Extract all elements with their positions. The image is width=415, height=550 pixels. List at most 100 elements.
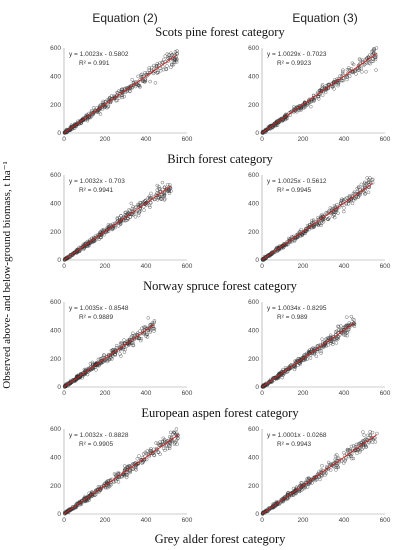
data-point	[125, 216, 130, 221]
data-point	[174, 438, 179, 442]
data-point	[81, 118, 85, 123]
data-point	[362, 181, 367, 186]
data-point	[275, 501, 280, 506]
data-point	[315, 349, 319, 354]
data-point	[109, 483, 113, 487]
data-point	[148, 205, 152, 209]
data-point	[361, 63, 366, 68]
data-point	[169, 430, 173, 435]
data-point	[356, 442, 361, 446]
data-point	[346, 447, 350, 452]
scatter-panel: 0 200 400 600 0 200 400 600 y = 1.0032x - 0.703 R…	[50, 172, 193, 270]
data-point	[150, 321, 155, 325]
data-point	[123, 467, 127, 471]
data-point	[152, 319, 157, 323]
data-point	[128, 209, 132, 213]
data-point	[162, 193, 167, 197]
data-point	[109, 355, 113, 359]
data-point	[90, 492, 95, 497]
data-point	[361, 446, 366, 450]
data-point	[143, 202, 147, 206]
data-point	[88, 362, 93, 366]
data-point	[319, 470, 324, 475]
data-point	[339, 78, 344, 83]
data-point	[272, 249, 277, 253]
data-point	[158, 69, 163, 73]
data-point	[336, 465, 340, 470]
data-point	[338, 74, 342, 78]
data-point	[302, 356, 306, 361]
data-point	[160, 180, 165, 185]
data-point	[173, 441, 177, 445]
data-point	[319, 468, 323, 472]
data-point	[161, 436, 165, 440]
data-point	[345, 77, 349, 82]
data-point	[107, 224, 111, 229]
data-point	[272, 376, 277, 380]
data-point	[370, 440, 375, 444]
data-point	[163, 54, 167, 58]
data-point	[309, 477, 314, 481]
regression-equation: y = 1.0025x - 0.5612	[267, 178, 327, 185]
data-point	[336, 324, 340, 328]
data-point	[160, 60, 164, 65]
data-point	[165, 52, 169, 56]
data-point	[324, 468, 328, 472]
x-tick-label: 0	[260, 517, 264, 524]
data-point	[266, 380, 270, 385]
data-point	[129, 201, 133, 206]
data-point	[371, 59, 375, 64]
data-point	[309, 221, 314, 225]
data-point	[134, 465, 138, 469]
data-point	[332, 465, 336, 469]
data-point	[261, 257, 265, 261]
data-point	[364, 182, 368, 186]
data-point	[321, 220, 326, 224]
data-point	[374, 68, 378, 72]
data-point	[127, 469, 132, 473]
data-point	[100, 356, 104, 360]
data-point	[322, 214, 326, 219]
y-tick-label: 200	[248, 356, 259, 363]
data-point	[347, 68, 351, 72]
data-point	[317, 470, 321, 474]
data-point	[153, 81, 158, 85]
data-point	[367, 441, 371, 445]
data-point	[336, 456, 341, 460]
data-point	[162, 191, 167, 195]
data-point	[333, 210, 338, 214]
data-point	[331, 340, 335, 344]
data-point	[336, 205, 340, 210]
data-point	[97, 110, 101, 115]
data-point	[293, 364, 297, 369]
data-point	[350, 452, 354, 456]
data-point	[119, 214, 123, 218]
y-tick-label: 600	[50, 299, 61, 306]
y-tick-label: 200	[50, 102, 61, 109]
data-point	[272, 123, 276, 127]
data-point	[367, 177, 371, 182]
data-point	[336, 81, 340, 85]
data-point	[131, 205, 135, 209]
data-point	[363, 438, 367, 442]
data-point	[131, 343, 135, 347]
data-point	[80, 245, 84, 250]
y-axis-title: Observed above- and below-ground biomass…	[1, 161, 13, 389]
data-point	[347, 327, 351, 331]
data-point	[351, 321, 356, 326]
data-point	[340, 79, 344, 83]
y-tick-label: 600	[50, 45, 61, 52]
data-point	[175, 431, 179, 435]
data-point	[299, 483, 303, 487]
data-point	[335, 336, 339, 341]
data-point	[143, 450, 147, 455]
data-point	[131, 331, 135, 335]
data-point	[70, 125, 75, 129]
data-point	[115, 216, 120, 220]
data-point	[365, 176, 369, 180]
data-point	[281, 500, 285, 504]
data-point	[350, 456, 354, 461]
data-point	[157, 195, 161, 199]
data-point	[327, 462, 332, 467]
data-point	[111, 222, 115, 226]
